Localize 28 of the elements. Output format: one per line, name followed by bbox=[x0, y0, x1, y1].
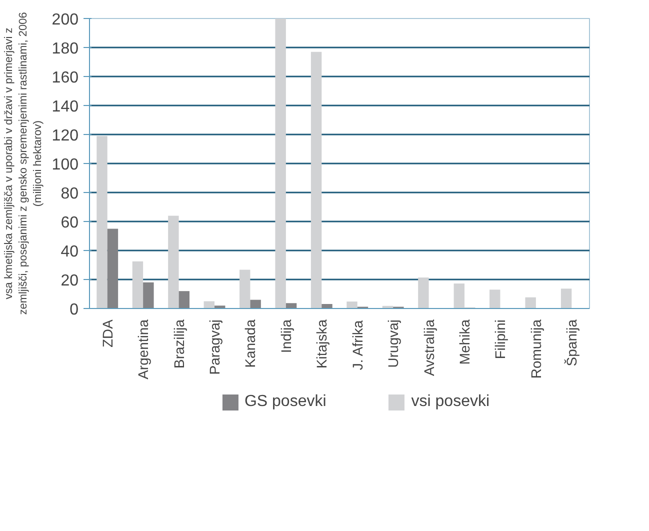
x-tick-label: Španija bbox=[564, 319, 580, 366]
x-tick-label: Kanada bbox=[242, 319, 258, 368]
y-tick-label: 140 bbox=[52, 98, 79, 116]
y-tick-label: 200 bbox=[52, 12, 79, 28]
y-tick-label: 80 bbox=[60, 186, 79, 202]
y-tick-label: 160 bbox=[52, 70, 79, 86]
x-tick-label: Urugvaj bbox=[385, 319, 402, 368]
y-tick-label: 20 bbox=[60, 272, 79, 290]
y-axis-title: vsa kmetijska zemljišča v uporabi v državi v primerjavi z zemljišči, posejanimi z gensko spremenjenimi rastlinami, 2006 (milijoni hektarov) bbox=[3, 12, 44, 315]
y-tick-label: 0 bbox=[70, 302, 79, 318]
x-tick-label: Indija bbox=[278, 319, 294, 353]
x-tick-label: Kitajska bbox=[314, 319, 330, 369]
x-tick-label: Paragvaj bbox=[206, 319, 222, 375]
x-tick-label: Mehika bbox=[456, 319, 472, 365]
y-tick-label: 120 bbox=[52, 128, 79, 144]
x-tick-label: Avstralija bbox=[420, 319, 437, 376]
y-tick-label: 60 bbox=[60, 214, 79, 232]
x-tick-label: J. Afrika bbox=[349, 320, 366, 370]
legend-label: vsi posevki bbox=[411, 393, 490, 411]
legend-label: GS posevki bbox=[244, 393, 326, 411]
x-tick-label: Brazilija bbox=[170, 319, 187, 369]
x-tick-label: Argentina bbox=[135, 319, 152, 380]
x-tick-label: Romunija bbox=[528, 319, 544, 379]
x-tick-label: Filipini bbox=[492, 319, 508, 360]
x-tick-label: ZDA bbox=[99, 318, 116, 348]
y-tick-label: 180 bbox=[52, 40, 79, 58]
y-tick-label: 100 bbox=[52, 156, 79, 174]
y-tick-label: 40 bbox=[60, 244, 79, 260]
